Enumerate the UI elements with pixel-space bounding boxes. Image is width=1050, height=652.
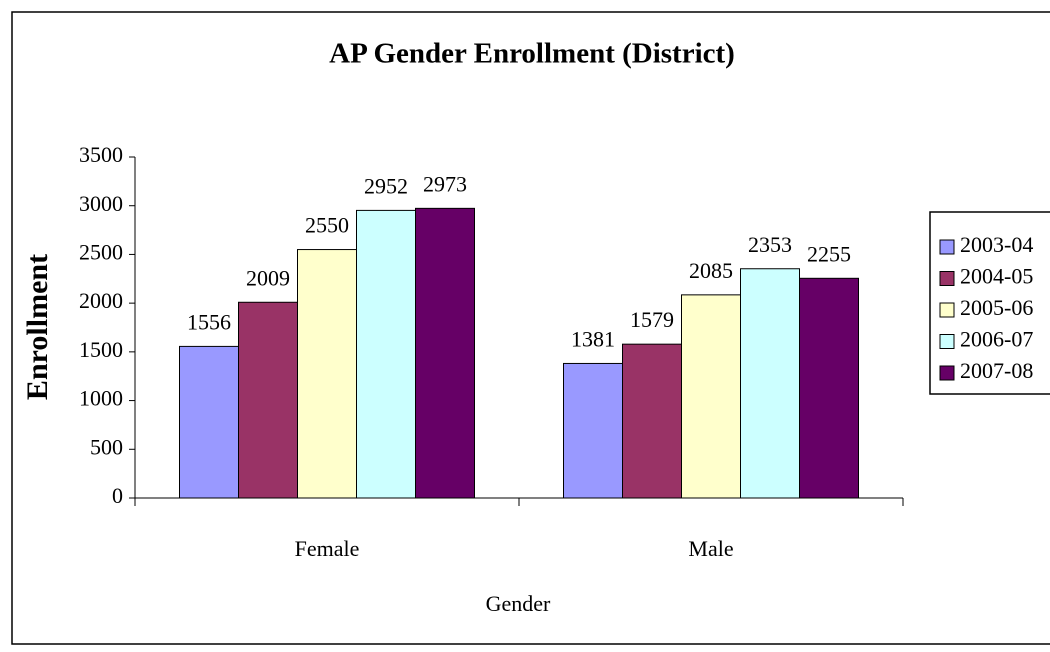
y-axis-label: Enrollment <box>21 254 54 400</box>
legend-swatch <box>939 334 955 349</box>
data-label: 2550 <box>305 213 349 238</box>
chart-title: AP Gender Enrollment (District) <box>329 38 735 70</box>
bar <box>740 268 800 499</box>
legend-swatch <box>939 239 955 255</box>
data-label: 2952 <box>364 173 408 198</box>
bar <box>415 207 475 499</box>
bar <box>681 294 741 499</box>
bar <box>356 209 416 499</box>
x-tick-label: Male <box>688 536 733 561</box>
data-label: 2009 <box>246 265 290 290</box>
legend-label: 2004-05 <box>960 264 1033 289</box>
y-tick-label: 1500 <box>79 337 123 362</box>
data-label: 1381 <box>571 326 615 351</box>
y-tick-label: 2500 <box>79 239 123 264</box>
x-axis-label: Gender <box>486 591 551 616</box>
y-tick-label: 1000 <box>79 386 123 411</box>
chart-frame <box>11 11 1050 645</box>
y-tick-label: 2000 <box>79 288 123 313</box>
bar <box>238 301 298 499</box>
y-tick-label: 500 <box>90 434 123 459</box>
bar <box>622 343 682 499</box>
legend-label: 2003-04 <box>960 232 1033 257</box>
legend-swatch <box>939 271 955 286</box>
bar <box>799 277 859 499</box>
bar <box>563 362 623 499</box>
x-tick-label: Female <box>295 536 360 561</box>
legend-label: 2007-08 <box>960 358 1033 383</box>
data-label: 2353 <box>748 232 792 257</box>
legend-swatch <box>939 302 955 318</box>
data-label: 2255 <box>807 241 851 266</box>
y-tick-label: 0 <box>112 483 123 508</box>
bar <box>297 249 357 499</box>
data-label: 2085 <box>689 258 733 283</box>
data-label: 1556 <box>187 309 231 334</box>
data-label: 2973 <box>423 171 467 196</box>
y-tick-label: 3500 <box>79 142 123 167</box>
data-label: 1579 <box>630 307 674 332</box>
y-tick-label: 3000 <box>79 191 123 216</box>
bar <box>179 345 239 499</box>
legend-label: 2006-07 <box>960 327 1033 352</box>
legend-label: 2005-06 <box>960 295 1033 320</box>
legend-swatch <box>939 365 955 381</box>
